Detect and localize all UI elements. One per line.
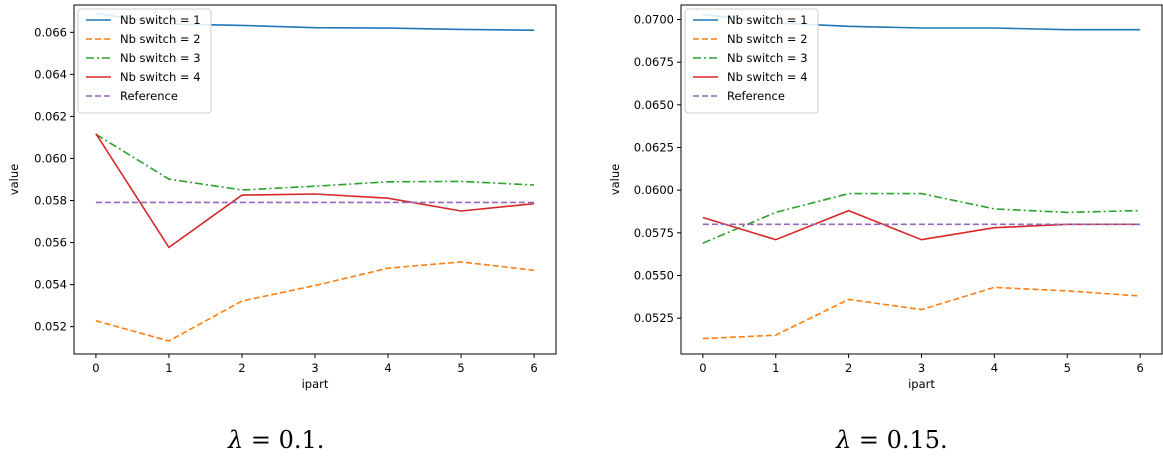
legend-label-4: Nb switch = 4 — [727, 70, 808, 84]
y-tick-label: 0.060 — [34, 151, 67, 165]
legend-label-1: Nb switch = 1 — [727, 13, 808, 27]
y-tick-label: 0.0575 — [634, 226, 674, 240]
x-tick-label: 3 — [918, 361, 925, 375]
x-tick-label: 1 — [165, 361, 172, 375]
chart-panel-1: 0.052 0.054 0.056 0.058 0.060 0.062 0.064 0.066… — [7, 4, 557, 391]
y-tick-label: 0.0550 — [634, 268, 674, 282]
x-tick-label: 6 — [1136, 361, 1143, 375]
y-tick-label: 0.056 — [34, 236, 67, 250]
y-tick-label: 0.052 — [34, 320, 67, 334]
x-tick-label: 6 — [530, 361, 537, 375]
x-tick-label: 2 — [845, 361, 852, 375]
x-tick-label: 0 — [699, 361, 706, 375]
y-tick-label: 0.0525 — [634, 311, 674, 325]
legend-box — [684, 8, 819, 114]
x-tick-label: 5 — [1064, 361, 1071, 375]
y-axis-label: value — [608, 164, 622, 195]
series-line-4 — [95, 133, 535, 249]
caption-right: λ = 0.15. — [836, 426, 948, 454]
series-line-3 — [702, 192, 1141, 244]
y-tick-label: 0.0650 — [634, 98, 674, 112]
y-tick-label: 0.0600 — [634, 183, 674, 197]
y-tick-label: 0.058 — [34, 194, 67, 208]
series-line-3 — [95, 133, 535, 191]
legend: Nb switch = 1 Nb switch = 2 Nb switch = 3 N… — [77, 8, 212, 114]
x-tick-label: 3 — [311, 361, 318, 375]
caption-left: λ = 0.1. — [228, 426, 325, 454]
legend-label-1: Nb switch = 1 — [120, 13, 201, 27]
y-tick-label: 0.064 — [34, 67, 67, 81]
y-tick-label: 0.0675 — [634, 55, 674, 69]
y-tick-label: 0.066 — [34, 25, 67, 39]
legend-label-2: Nb switch = 2 — [120, 32, 201, 46]
legend-label-5: Reference — [727, 89, 785, 103]
legend-box — [77, 8, 212, 114]
x-tick-label: 4 — [384, 361, 391, 375]
x-axis-label: ipart — [302, 377, 329, 391]
legend-label-2: Nb switch = 2 — [727, 32, 808, 46]
legend-label-5: Reference — [120, 89, 178, 103]
y-tick-label: 0.062 — [34, 109, 67, 123]
legend-label-3: Nb switch = 3 — [727, 51, 808, 65]
x-tick-label: 1 — [772, 361, 779, 375]
legend: Nb switch = 1 Nb switch = 2 Nb switch = 3 N… — [684, 8, 819, 114]
x-tick-label: 5 — [457, 361, 464, 375]
x-axis-label: ipart — [908, 377, 935, 391]
y-tick-label: 0.0700 — [634, 13, 674, 27]
series-line-2 — [95, 261, 535, 342]
x-tick-label: 4 — [991, 361, 998, 375]
x-tick-label: 0 — [92, 361, 99, 375]
chart-panel-2: 0.0525 0.0550 0.0575 0.0600 0.0625 0.0650 0.06… — [608, 4, 1163, 391]
y-tick-label: 0.054 — [34, 278, 67, 292]
y-tick-label: 0.0625 — [634, 141, 674, 155]
x-tick-label: 2 — [238, 361, 245, 375]
series-line-2 — [702, 286, 1141, 340]
y-axis-label: value — [7, 164, 21, 195]
legend-label-3: Nb switch = 3 — [120, 51, 201, 65]
legend-label-4: Nb switch = 4 — [120, 70, 201, 84]
